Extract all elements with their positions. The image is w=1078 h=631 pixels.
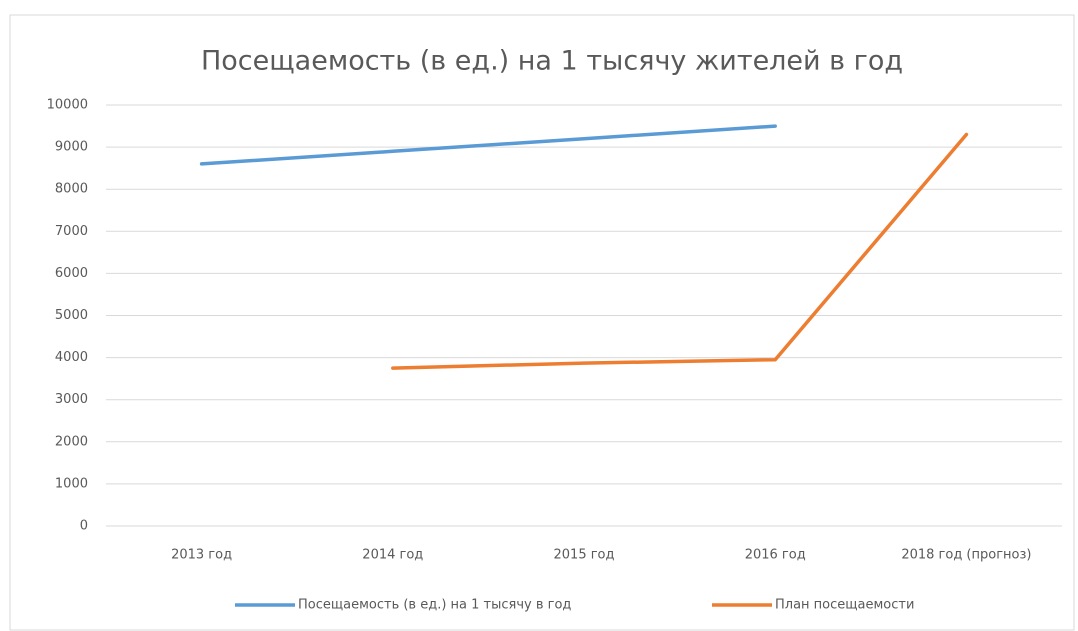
x-tick-label: 2018 год (прогноз) xyxy=(901,548,1031,563)
x-tick-label: 2016 год xyxy=(745,548,806,563)
y-tick-label: 6000 xyxy=(55,266,88,281)
legend-label: План посещаемости xyxy=(775,598,914,613)
y-tick-label: 7000 xyxy=(55,224,88,239)
x-tick-label: 2013 год xyxy=(171,548,232,563)
legend-label: Посещаемость (в ед.) на 1 тысячу в год xyxy=(298,598,571,613)
x-tick-label: 2014 год xyxy=(362,548,423,563)
y-tick-label: 1000 xyxy=(55,476,88,491)
y-tick-label: 10000 xyxy=(47,98,88,113)
series-line xyxy=(391,132,969,370)
chart-title: Посещаемость (в ед.) на 1 тысячу жителей… xyxy=(201,46,903,77)
y-tick-label: 8000 xyxy=(55,182,88,197)
y-tick-label: 5000 xyxy=(55,308,88,323)
y-tick-label: 9000 xyxy=(55,140,88,155)
x-tick-label: 2015 год xyxy=(554,548,615,563)
y-tick-label: 4000 xyxy=(55,350,88,365)
y-tick-label: 2000 xyxy=(55,434,88,449)
series-line xyxy=(199,124,777,166)
y-tick-label: 3000 xyxy=(55,392,88,407)
chart-frame xyxy=(9,14,1075,631)
y-tick-label: 0 xyxy=(80,519,88,534)
